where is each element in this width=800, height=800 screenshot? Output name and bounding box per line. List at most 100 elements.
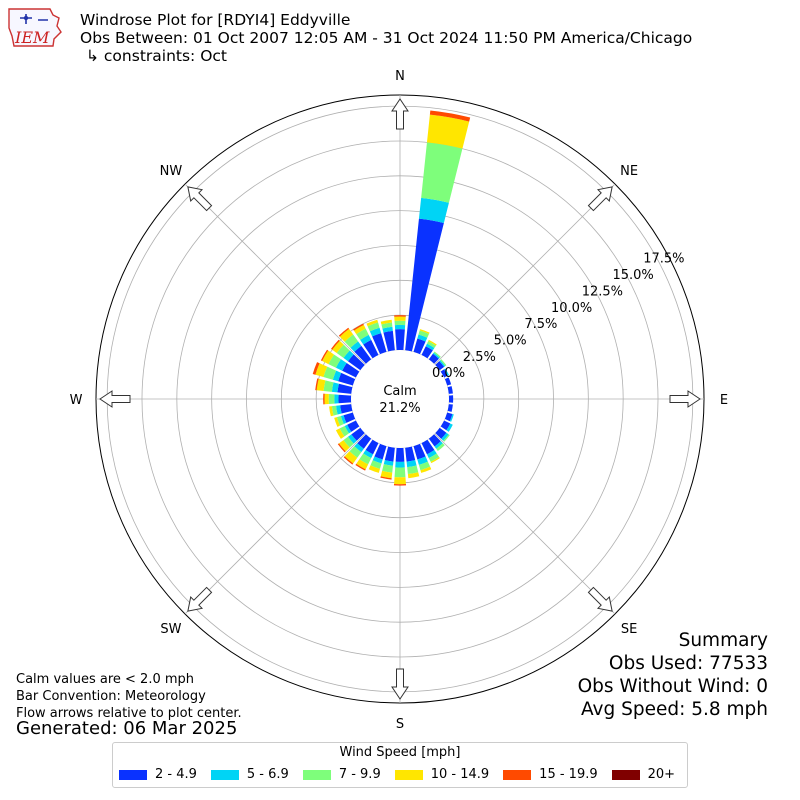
wind-bar-segment <box>395 461 405 468</box>
summary-obs-without-wind: Obs Without Wind: 0 <box>577 676 768 697</box>
wind-bar-segment <box>394 315 406 317</box>
wind-bar-segment <box>428 339 437 346</box>
wind-bar-segment <box>372 456 383 464</box>
radial-tick-label: 12.5% <box>582 284 623 299</box>
legend-label: 7 - 9.9 <box>338 767 381 782</box>
wind-bar-segment <box>360 334 372 345</box>
summary-obs-used: Obs Used: 77533 <box>608 653 768 674</box>
radial-tick-label: 5.0% <box>494 333 527 348</box>
wind-bar-segment <box>443 434 450 442</box>
calm-note: Calm values are < 2.0 mph <box>16 672 195 687</box>
wind-bar-segment <box>380 476 392 480</box>
wind-bar-segment <box>374 443 387 460</box>
wind-bar-segment <box>439 360 446 367</box>
compass-label: E <box>720 393 728 408</box>
wind-bar-segment <box>380 470 393 479</box>
wind-bar-segment <box>428 453 440 462</box>
wind-bar-segment <box>365 439 379 455</box>
wind-bar-segment <box>343 436 354 448</box>
wind-bar-segment <box>344 334 359 348</box>
radial-tick-label: 17.5% <box>643 252 684 267</box>
wind-bar-segment <box>367 322 380 332</box>
wind-bar-segment <box>323 366 337 380</box>
wind-bar-segment <box>331 382 339 393</box>
wind-bar-segment <box>351 427 365 441</box>
wind-bar-segment <box>435 361 445 371</box>
wind-bar-segment <box>363 339 379 359</box>
wind-bar-segment <box>338 327 350 337</box>
flow-arrow-icon <box>187 186 213 212</box>
wind-bar-segment <box>418 461 431 471</box>
iem-logo-graphic <box>8 8 62 47</box>
wind-bar-segment <box>395 329 405 351</box>
wind-bar-segment <box>370 460 382 469</box>
wind-bar-segment <box>354 443 364 453</box>
wind-bar-segment <box>356 328 369 340</box>
wind-bar-segment <box>446 423 453 432</box>
wind-bar-segment <box>347 434 357 444</box>
wind-bar-segment <box>440 420 451 431</box>
wind-bar-segment <box>444 377 452 386</box>
compass-label: SW <box>160 622 181 637</box>
wind-bar-segment <box>347 420 360 432</box>
wind-bar-segment <box>419 329 430 334</box>
legend-item: 10 - 14.9 <box>394 767 489 782</box>
wind-bar-segment <box>334 394 339 404</box>
wind-bar-segment <box>350 341 362 352</box>
wind-bar-segment <box>380 319 392 325</box>
wind-bar-segment <box>337 443 346 453</box>
legend-item: 20+ <box>611 767 675 782</box>
compass-label: N <box>395 69 405 84</box>
wind-bar-segment <box>329 406 334 417</box>
radial-tick-label: 0.0% <box>432 366 465 381</box>
wind-bar-segment <box>340 404 353 414</box>
legend-swatch <box>611 769 640 780</box>
wind-bar-segment <box>426 450 437 459</box>
wind-bar-segment <box>316 378 326 391</box>
grid-spoke <box>184 183 366 365</box>
wind-bar-segment <box>440 369 448 378</box>
wind-bar-segment <box>418 330 429 338</box>
legend-swatch <box>394 769 423 780</box>
wind-bar-segment <box>336 344 350 358</box>
wind-bar-segment <box>428 353 439 364</box>
wind-bar-segment <box>335 359 347 371</box>
legend-item: 7 - 9.9 <box>302 767 381 782</box>
wind-bar-segment <box>421 346 433 359</box>
flow-arrow-icon <box>187 586 213 612</box>
wind-bar-segment <box>405 218 444 352</box>
wind-bar-segment <box>418 197 449 224</box>
wind-bar-segment <box>340 415 347 425</box>
wind-bar-segment <box>323 380 334 392</box>
wind-bar-segment <box>440 359 447 367</box>
legend-swatch <box>210 769 239 780</box>
radial-tick-label: 10.0% <box>551 301 592 316</box>
wind-bar-segment <box>382 464 393 473</box>
compass-label: W <box>70 393 83 408</box>
wind-bar-segment <box>413 443 426 460</box>
flow-arrow-icon <box>391 98 409 130</box>
title-line-1: Windrose Plot for [RDYI4] Eddyville <box>80 11 351 29</box>
wind-bar-segment <box>448 395 454 403</box>
wind-bar-segment <box>383 330 395 352</box>
wind-bar-segment <box>322 350 334 365</box>
generated-date: Generated: 06 Mar 2025 <box>16 718 238 739</box>
wind-bar-segment <box>354 345 372 364</box>
wind-bar-segment <box>339 328 354 342</box>
wind-bar-segment <box>426 341 436 348</box>
calm-value: 21.2% <box>379 401 420 416</box>
wind-bar-segment <box>312 362 320 375</box>
wind-bar-segment <box>407 472 420 479</box>
legend-swatch <box>503 769 532 780</box>
title-line-3: ↳ constraints: Oct <box>86 47 227 65</box>
chart-title: Windrose Plot for [RDYI4] Eddyville Obs … <box>80 11 692 65</box>
grid-spoke <box>434 183 616 365</box>
legend-label: 2 - 4.9 <box>155 767 197 782</box>
wind-bar-segment <box>421 439 435 455</box>
wind-bar-segment <box>369 327 382 337</box>
wind-bar-segment <box>421 142 463 203</box>
wind-bar-segment <box>449 414 454 422</box>
wind-bar-segment <box>334 417 340 427</box>
wind-bar-segment <box>368 465 380 473</box>
